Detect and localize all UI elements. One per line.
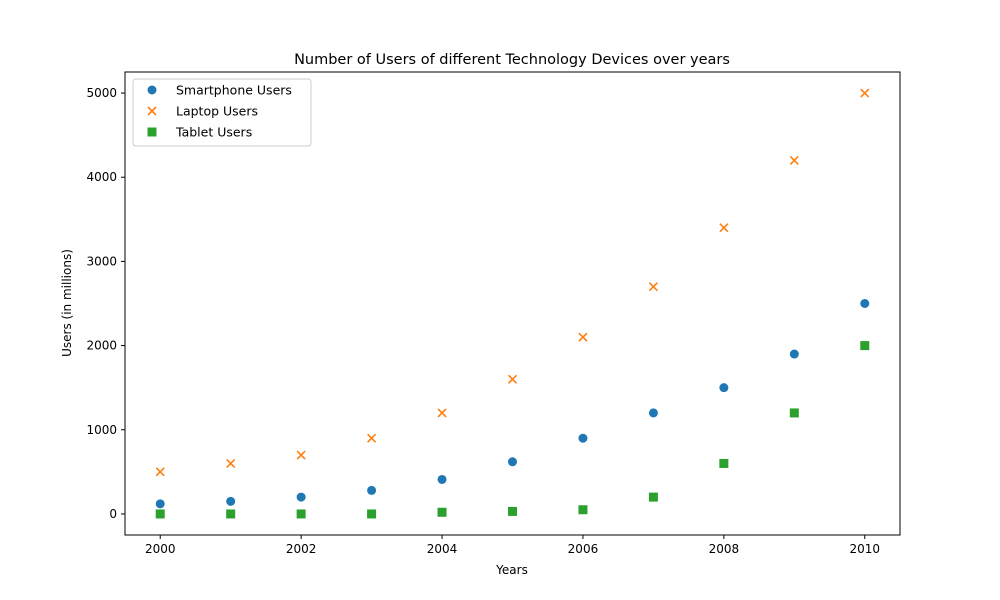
y-axis: 0 1000 2000 3000 4000 5000 [86,86,125,521]
smartphone-point [578,433,588,443]
smartphone-point [789,349,799,359]
tablet-point [367,509,377,519]
laptop-point [507,374,518,384]
smartphone-point [226,496,236,506]
plot-area: 2000 2002 2004 2006 2008 2010 0 1000 2000 3000 40… [86,71,901,556]
x-tick-label: 2004 [427,542,458,556]
y-tick-label: 2000 [86,339,117,353]
y-axis-label: Users (in millions) [60,249,74,357]
smartphone-legend-label: Smartphone Users [176,83,292,98]
tablet-point [789,408,799,418]
smartphone-point [367,485,377,495]
tablet-point [719,458,729,468]
smartphone-legend-marker [147,85,157,95]
legend-box [132,78,312,147]
tablet-point [508,506,517,516]
smartphone-point [296,492,306,502]
smartphone-point [719,383,729,393]
smartphone-point [508,457,517,467]
laptop-point [719,223,729,233]
tablet-point [578,505,588,515]
tablet-point [155,509,165,519]
laptop-point [789,155,799,165]
laptop-point [648,282,658,292]
tablet-point [860,341,870,351]
tablet-point [296,509,306,519]
smartphone-point [860,299,870,308]
tablet-point [437,507,447,517]
x-tick-label: 2002 [286,542,317,556]
x-axis: 2000 2002 2004 2006 2008 2010 [145,535,880,556]
x-tick-label: 2010 [849,542,880,556]
laptop-point [437,408,447,418]
tablet-point [226,509,236,519]
tablet-point [648,492,658,502]
y-tick-label: 3000 [86,254,117,268]
data-points [155,88,870,519]
y-tick-label: 0 [109,507,117,521]
tablet-legend-marker [147,127,157,137]
plot-frame [124,71,901,536]
laptop-point [860,88,870,98]
y-tick-label: 5000 [86,86,117,100]
smartphone-point [648,408,658,418]
x-tick-label: 2008 [709,542,740,556]
laptop-legend-marker [147,106,157,116]
laptop-point [296,450,306,460]
laptop-legend-label: Laptop Users [176,104,258,119]
smartphone-point [437,474,447,484]
laptop-point [155,467,165,477]
y-tick-label: 1000 [86,423,117,437]
chart-title: Number of Users of different Technology … [294,52,730,68]
x-axis-label: Years [495,563,528,577]
y-tick-label: 4000 [86,170,117,184]
legend: Smartphone Users Laptop Users Tablet Users [132,78,312,147]
laptop-point [226,458,236,469]
tablet-legend-label: Tablet Users [175,125,252,140]
smartphone-point [155,499,165,509]
x-tick-label: 2000 [145,542,176,556]
laptop-point [578,332,588,342]
x-tick-label: 2006 [568,542,599,556]
laptop-point [367,433,377,443]
